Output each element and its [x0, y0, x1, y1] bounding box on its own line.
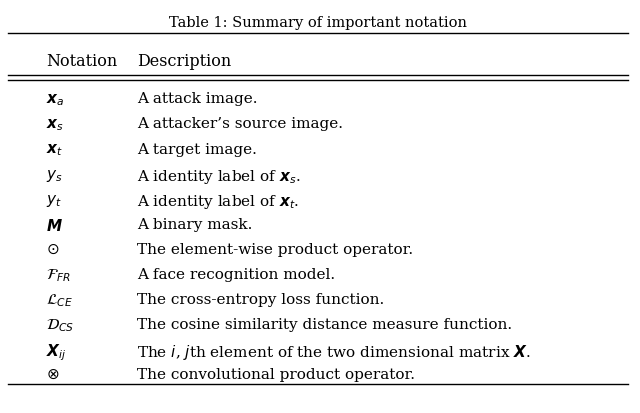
Text: $\mathcal{D}_{CS}$: $\mathcal{D}_{CS}$	[45, 318, 74, 335]
Text: $\otimes$: $\otimes$	[45, 368, 59, 382]
Text: A binary mask.: A binary mask.	[138, 218, 253, 232]
Text: $\odot$: $\odot$	[45, 242, 59, 256]
Text: A attacker’s source image.: A attacker’s source image.	[138, 117, 344, 131]
Text: The $i$, $j$th element of the two dimensional matrix $\boldsymbol{X}$.: The $i$, $j$th element of the two dimens…	[138, 343, 531, 362]
Text: The convolutional product operator.: The convolutional product operator.	[138, 368, 415, 382]
Text: $y_t$: $y_t$	[45, 192, 61, 209]
Text: Notation: Notation	[45, 53, 117, 70]
Text: $\boldsymbol{x}_t$: $\boldsymbol{x}_t$	[45, 142, 63, 158]
Text: $\boldsymbol{X}_{ij}$: $\boldsymbol{X}_{ij}$	[45, 343, 67, 363]
Text: $\boldsymbol{M}$: $\boldsymbol{M}$	[45, 218, 63, 234]
Text: Description: Description	[138, 53, 232, 70]
Text: A identity label of $\boldsymbol{x}_t$.: A identity label of $\boldsymbol{x}_t$.	[138, 192, 300, 211]
Text: The cosine similarity distance measure function.: The cosine similarity distance measure f…	[138, 318, 513, 332]
Text: $\boldsymbol{x}_a$: $\boldsymbol{x}_a$	[45, 93, 64, 108]
Text: $\mathcal{L}_{CE}$: $\mathcal{L}_{CE}$	[45, 293, 72, 309]
Text: A face recognition model.: A face recognition model.	[138, 268, 335, 282]
Text: $\boldsymbol{x}_s$: $\boldsymbol{x}_s$	[45, 117, 63, 133]
Text: A target image.: A target image.	[138, 142, 257, 157]
Text: Table 1: Summary of important notation: Table 1: Summary of important notation	[169, 16, 467, 30]
Text: A identity label of $\boldsymbol{x}_s$.: A identity label of $\boldsymbol{x}_s$.	[138, 168, 301, 185]
Text: $y_s$: $y_s$	[45, 168, 63, 183]
Text: The element-wise product operator.: The element-wise product operator.	[138, 242, 413, 256]
Text: A attack image.: A attack image.	[138, 93, 258, 107]
Text: The cross-entropy loss function.: The cross-entropy loss function.	[138, 293, 385, 306]
Text: $\mathcal{F}_{FR}$: $\mathcal{F}_{FR}$	[45, 268, 70, 284]
